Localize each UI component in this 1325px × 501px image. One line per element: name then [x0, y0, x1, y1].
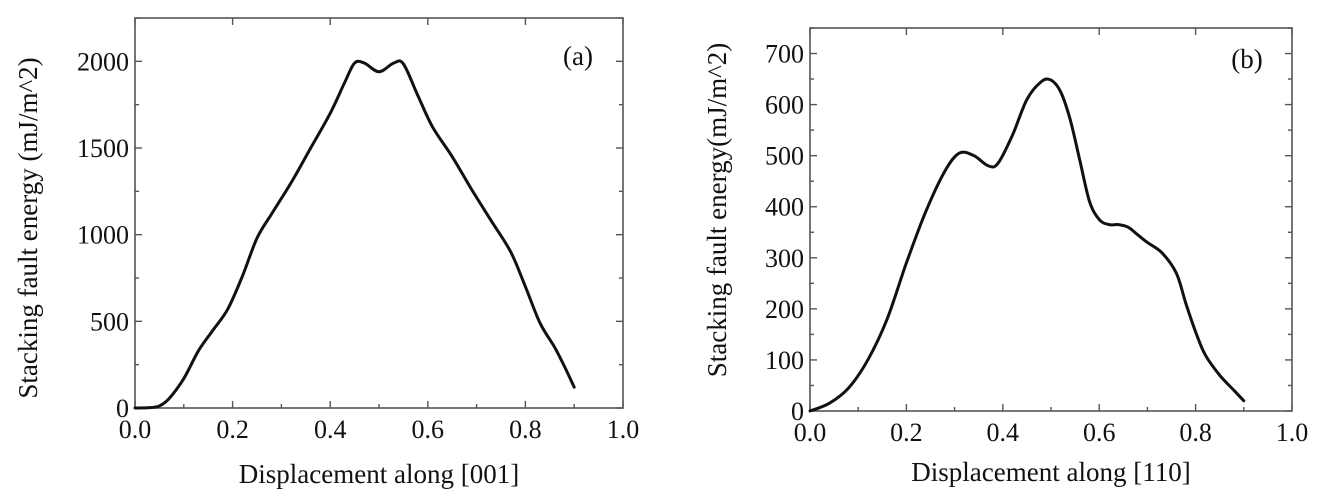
x-tick-label-a-4: 0.8 [509, 415, 542, 444]
y-tick-label-a-1: 500 [90, 307, 129, 336]
plot-frame-a [134, 17, 624, 409]
y-tick-label-a-3: 1500 [77, 134, 129, 163]
sfe-curve-001 [133, 59, 576, 410]
chart-panel-b: 0.0 0.2 0.4 0.6 0.8 1.0 0 100 200 300 400 500 600 70… [702, 27, 1309, 487]
y-tick-label-b-6: 600 [765, 91, 804, 120]
y-axis-title-b: Stacking fault energy(mJ/m^2) [702, 43, 732, 378]
sfe-curve-110 [808, 77, 1246, 413]
panel-label-a: (a) [563, 41, 593, 71]
y-axis-title-a: Stacking fault energy (mJ/m^2) [13, 57, 43, 398]
x-tick-label-b-4: 0.8 [1179, 418, 1212, 447]
x-tick-label-b-1: 0.2 [890, 418, 923, 447]
x-axis-title-a: Displacement along [001] [239, 459, 519, 489]
x-axis-title-b: Displacement along [110] [911, 457, 1190, 487]
x-ticks-b: 0.0 0.2 0.4 0.6 0.8 1.0 [794, 28, 1309, 447]
y-ticks-b: 0 100 200 300 400 500 600 700 [765, 27, 1292, 426]
x-tick-label-b-3: 0.6 [1083, 418, 1116, 447]
y-tick-label-a-0: 0 [116, 394, 129, 423]
x-tick-label-a-1: 0.2 [216, 415, 249, 444]
y-tick-label-b-7: 700 [765, 40, 804, 69]
y-ticks-a: 0 500 1000 1500 2000 [77, 17, 623, 423]
y-tick-label-a-2: 1000 [77, 221, 129, 250]
y-tick-label-b-5: 500 [765, 142, 804, 171]
x-tick-label-a-3: 0.6 [412, 415, 445, 444]
x-tick-label-b-0: 0.0 [794, 418, 827, 447]
y-tick-label-b-1: 100 [765, 346, 804, 375]
x-tick-label-a-2: 0.4 [314, 415, 347, 444]
x-tick-label-a-5: 1.0 [607, 415, 640, 444]
panel-label-b: (b) [1231, 44, 1262, 74]
plot-frame-b [809, 27, 1293, 412]
y-tick-label-b-3: 300 [765, 244, 804, 273]
y-tick-label-a-4: 2000 [77, 47, 129, 76]
x-tick-label-a-0: 0.0 [119, 415, 152, 444]
x-tick-label-b-5: 1.0 [1276, 418, 1309, 447]
x-tick-label-b-2: 0.4 [987, 418, 1020, 447]
y-tick-label-b-4: 400 [765, 193, 804, 222]
x-ticks-a: 0.0 0.2 0.4 0.6 0.8 1.0 [119, 18, 640, 444]
y-tick-label-b-0: 0 [791, 397, 804, 426]
y-tick-label-b-2: 200 [765, 295, 804, 324]
